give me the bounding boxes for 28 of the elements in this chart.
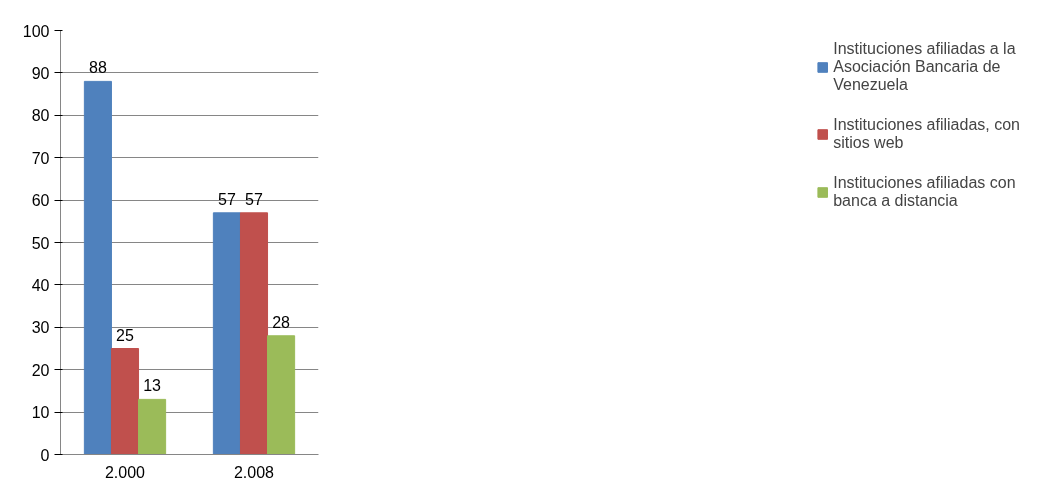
y-tick-label: 100 [22,22,50,40]
y-tick-label: 90 [31,64,50,82]
bar [239,212,269,455]
x-tick-label: 2.008 [233,463,275,481]
data-label: 57 [218,190,236,208]
y-tick-label: 20 [31,361,50,379]
data-label: 25 [116,326,134,344]
y-tick-label: 10 [31,404,50,422]
y-tick-label: 50 [31,234,50,252]
y-tick-label: 40 [31,276,50,294]
data-label: 88 [89,59,107,77]
legend-label: Instituciones afiliadas, con sitios web [833,116,1020,152]
legend-label: Instituciones afiliadas a la Asociación Bancaria de Venezuela [833,40,1016,94]
x-tick-label: 2.000 [104,463,146,481]
y-tick-label: 0 [40,446,50,464]
bar [138,398,167,455]
bar [267,335,296,455]
y-tick-label: 70 [31,149,50,167]
y-tick-label: 80 [31,107,50,125]
bar [212,212,241,455]
bar [110,348,140,455]
data-label: 57 [245,190,263,208]
bar [83,80,112,455]
y-tick-label: 60 [31,192,50,210]
legend-label: Instituciones afiliadas con banca a distancia [833,174,1016,210]
y-tick-label: 30 [31,319,50,337]
data-label: 28 [272,313,291,331]
data-label: 13 [143,377,162,395]
